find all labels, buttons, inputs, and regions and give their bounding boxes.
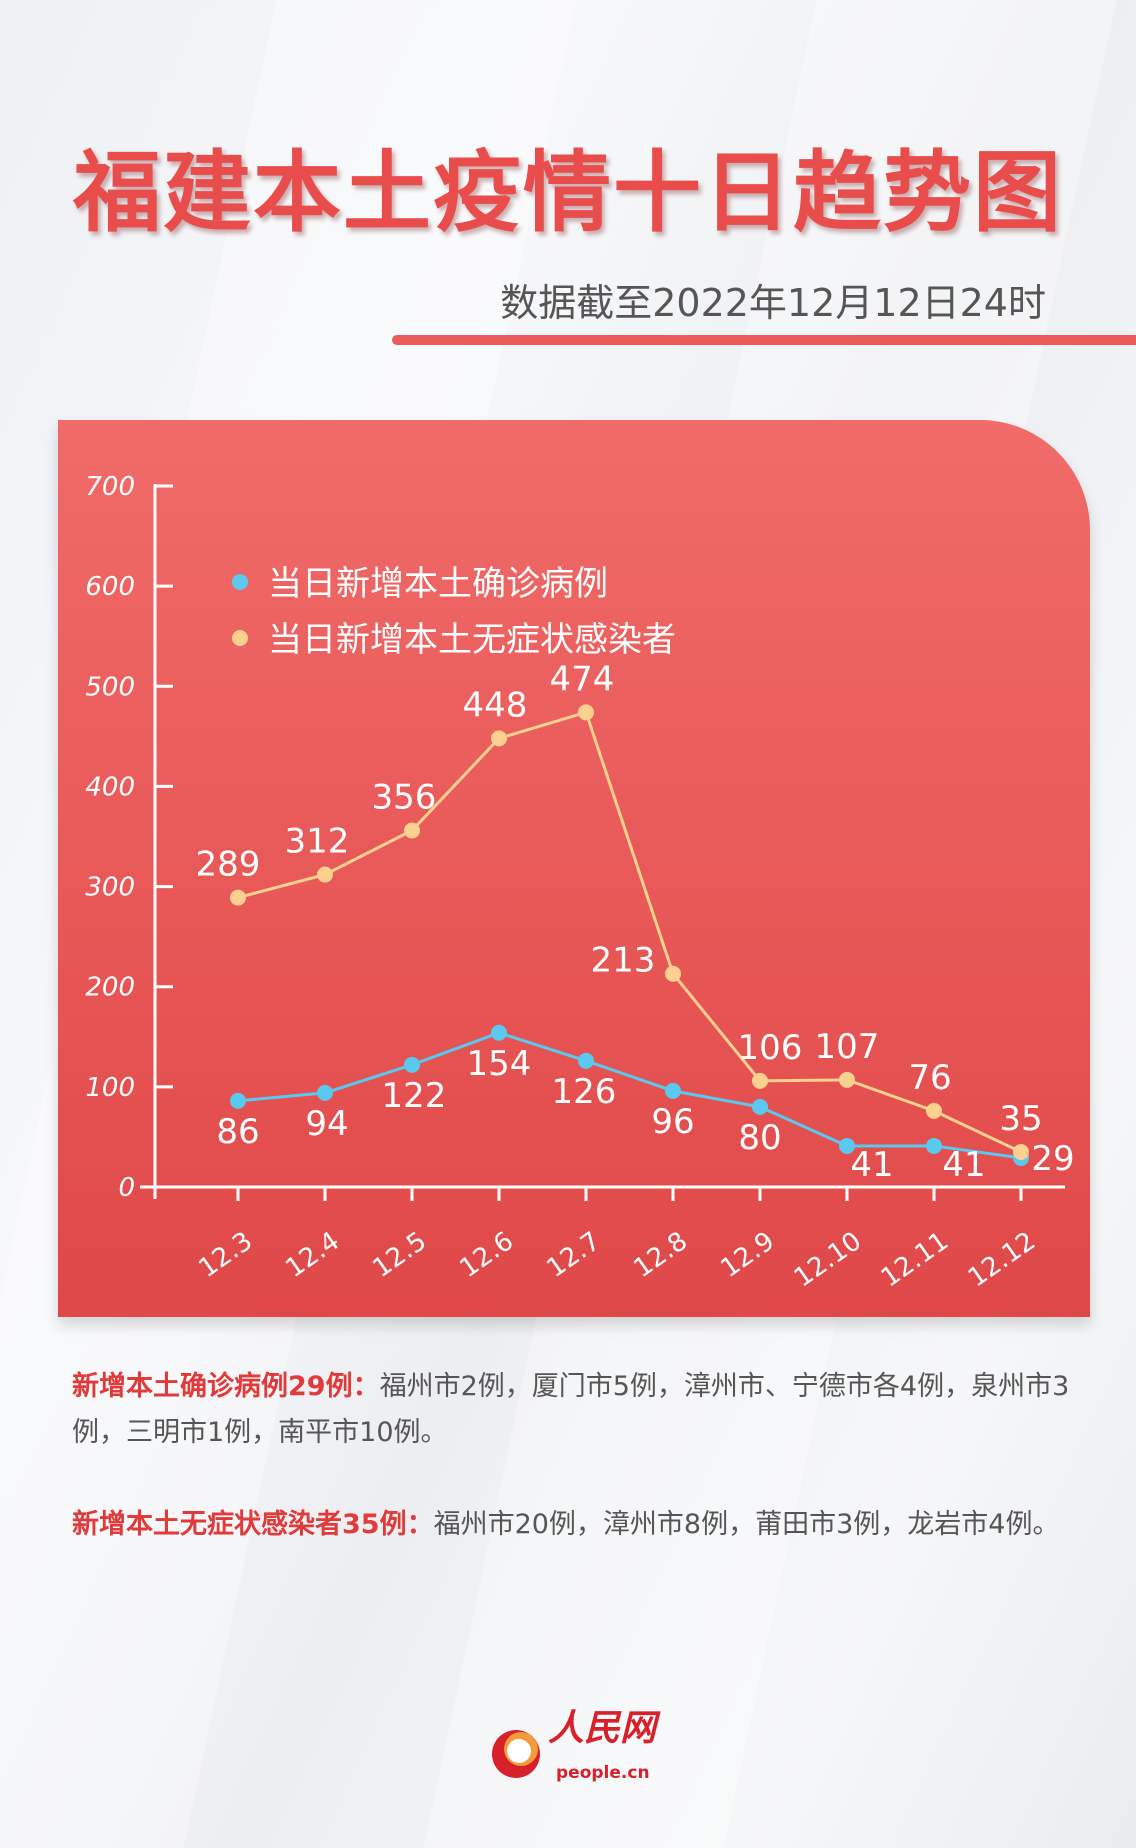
- y-tick-label: 200: [85, 973, 135, 1003]
- data-point: [926, 1137, 942, 1154]
- data-point: [578, 704, 594, 721]
- series-line: [237, 710, 1022, 1154]
- data-label: 41: [850, 1145, 893, 1185]
- data-point: [230, 889, 246, 906]
- data-point: [665, 1082, 681, 1099]
- data-label: 86: [216, 1112, 259, 1152]
- data-date: 数据截至2022年12月12日24时: [500, 281, 1046, 325]
- data-point: [317, 866, 333, 883]
- data-label: 35: [999, 1099, 1042, 1139]
- data-label: 76: [908, 1058, 951, 1098]
- y-tick-label: 100: [85, 1073, 135, 1103]
- note-label: 新增本土无症状感染者35例：: [72, 1509, 434, 1540]
- legend-marker: [232, 630, 248, 646]
- data-label: 41: [942, 1145, 985, 1185]
- data-point: [926, 1102, 942, 1119]
- x-tick-label: 12.11: [876, 1226, 954, 1293]
- y-tick-label: 700: [85, 472, 135, 502]
- data-point: [491, 730, 507, 747]
- data-label: 94: [305, 1104, 348, 1144]
- data-point: [404, 822, 420, 839]
- legend-marker: [232, 574, 248, 590]
- page-title: 福建本土疫情十日趋势图: [72, 141, 1063, 244]
- y-tick-label: 400: [85, 772, 135, 802]
- data-label: 289: [196, 845, 261, 885]
- x-tick-label: 12.10: [789, 1226, 867, 1293]
- note-asymptomatic: 新增本土无症状感染者35例：福州市20例，漳州市8例，莆田市3例，龙岩市4例。: [72, 1502, 1082, 1548]
- divider: [392, 335, 1136, 345]
- data-point: [404, 1056, 420, 1073]
- x-tick-label: 12.4: [280, 1226, 345, 1284]
- data-label: 154: [467, 1044, 532, 1084]
- data-label: 29: [1031, 1139, 1074, 1179]
- data-label: 96: [651, 1102, 694, 1142]
- x-tick-label: 12.3: [193, 1226, 258, 1284]
- data-label: 474: [550, 659, 615, 699]
- y-tick-label: 500: [85, 672, 135, 702]
- x-tick-label: 12.9: [715, 1226, 780, 1284]
- chart-card: [58, 420, 1090, 1317]
- note-text: 福州市20例，漳州市8例，莆田市3例，龙岩市4例。: [433, 1509, 1060, 1540]
- y-tick-label: 0: [118, 1173, 135, 1203]
- data-label: 80: [738, 1118, 781, 1158]
- line-chart: 0 100 200 300 400 500 600 700 12.3 12.4 12.5 12.6 12…: [85, 472, 1074, 1293]
- x-tick-label: 12.12: [963, 1226, 1041, 1293]
- data-label: 312: [285, 822, 350, 862]
- data-label: 356: [372, 777, 437, 817]
- note-confirmed: 新增本土确诊病例29例：福州市2例，厦门市5例，漳州市、宁德市各4例，泉州市3例…: [72, 1364, 1082, 1456]
- people-logo-icon: [492, 1730, 540, 1778]
- legend-label: 当日新增本土确诊病例: [268, 564, 608, 604]
- series-line: [237, 1031, 1022, 1160]
- data-label: 126: [552, 1072, 617, 1112]
- x-tick-label: 12.6: [454, 1226, 519, 1284]
- x-tick-label: 12.5: [367, 1226, 432, 1284]
- note-label: 新增本土确诊病例29例：: [72, 1371, 380, 1402]
- data-point: [752, 1072, 768, 1089]
- y-tick-label: 600: [85, 572, 135, 602]
- data-point: [578, 1052, 594, 1069]
- data-label: 122: [382, 1076, 447, 1116]
- legend-label: 当日新增本土无症状感染者: [268, 620, 676, 660]
- note-text: 福州市2例，厦门市5例，漳州市、宁德市各4例，泉州市3例，三明市1例，南平市10…: [72, 1371, 1070, 1448]
- data-point: [665, 965, 681, 982]
- data-point: [839, 1071, 855, 1088]
- data-point: [752, 1098, 768, 1115]
- y-tick-label: 300: [85, 873, 135, 903]
- logo-name: 人民网: [548, 1707, 657, 1749]
- data-label: 213: [591, 941, 656, 981]
- x-tick-label: 12.7: [541, 1226, 606, 1284]
- x-tick-label: 12.8: [628, 1226, 693, 1284]
- data-label: 106: [738, 1028, 803, 1068]
- data-point: [1013, 1143, 1029, 1160]
- data-point: [317, 1084, 333, 1101]
- data-label: 107: [815, 1027, 880, 1067]
- data-point: [230, 1092, 246, 1109]
- data-point: [839, 1137, 855, 1154]
- data-point: [491, 1024, 507, 1041]
- logo-url: people.cn: [556, 1763, 650, 1783]
- data-label: 448: [463, 685, 528, 725]
